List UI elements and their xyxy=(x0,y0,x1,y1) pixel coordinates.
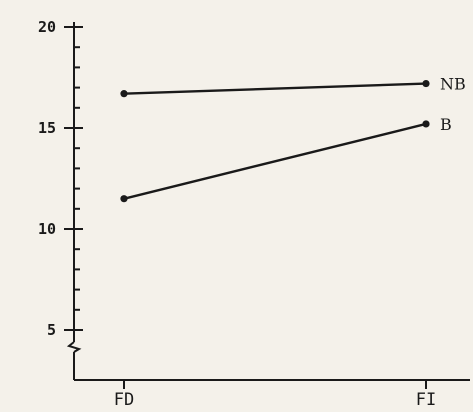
axis-break-mark xyxy=(66,341,82,353)
y-tick-label: 10 xyxy=(38,220,56,238)
data-point-nb-1 xyxy=(422,79,430,88)
label-layer: 5 10 15 20 FD FI NB B xyxy=(38,18,466,410)
series-layer xyxy=(120,79,430,203)
series-label-b: B xyxy=(440,115,452,134)
y-tick-label: 15 xyxy=(38,119,56,137)
series-line-nb xyxy=(123,82,427,95)
series-label-nb: NB xyxy=(440,75,466,94)
y-tick-label: 5 xyxy=(47,321,56,339)
data-point-b-1 xyxy=(422,120,430,128)
x-tick-label: FD xyxy=(114,390,134,410)
y-tick-label: 20 xyxy=(38,18,56,36)
data-point-nb-0 xyxy=(120,90,128,98)
data-point-b-0 xyxy=(120,195,128,203)
x-tick-label: FI xyxy=(416,390,436,410)
series-line-b xyxy=(123,122,427,200)
axis-layer xyxy=(64,22,470,389)
